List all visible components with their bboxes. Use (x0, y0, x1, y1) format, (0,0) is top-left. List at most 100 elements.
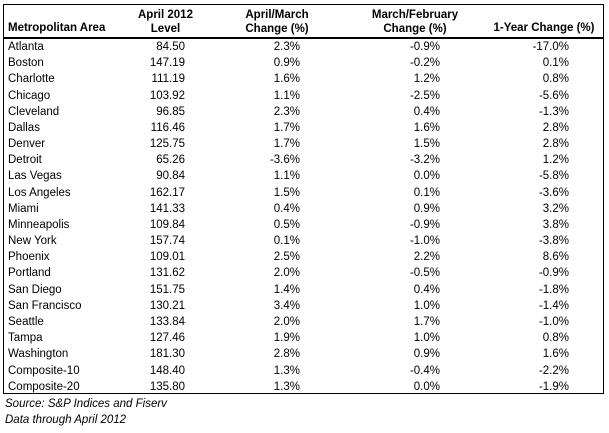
header-line-2: Change (%) (245, 23, 309, 35)
cell-one-year-change: 8.6% (542, 251, 569, 264)
cell-metropolitan-area: Dallas (8, 121, 40, 134)
cell-april-2012-level: 147.19 (149, 57, 185, 70)
cell-march-february-change: 0.9% (413, 348, 440, 361)
home-price-table-frame: Metropolitan Area April 2012 Level April… (3, 4, 604, 394)
cell-april-2012-level: 125.75 (149, 138, 185, 151)
cell-march-february-change: 1.5% (413, 138, 440, 151)
cell-april-march-change: 0.5% (273, 218, 300, 231)
cell-one-year-change: 2.8% (542, 121, 569, 134)
cell-march-february-change: 2.2% (413, 251, 440, 264)
cell-march-february-change: -0.5% (409, 267, 440, 280)
cell-april-march-change: 2.5% (273, 251, 300, 264)
cell-metropolitan-area: Boston (8, 57, 44, 70)
cell-april-march-change: 2.3% (273, 41, 300, 54)
cell-april-march-change: 3.4% (273, 299, 300, 312)
cell-metropolitan-area: Composite-20 (8, 380, 80, 393)
cell-metropolitan-area: Atlanta (8, 41, 44, 54)
cell-march-february-change: 0.0% (413, 170, 440, 183)
table-row: Denver 125.75 1.7% 1.5% 2.8% (4, 136, 603, 152)
cell-one-year-change: 3.2% (542, 202, 569, 215)
header-one-year-change: 1-Year Change (%) (485, 5, 603, 39)
cell-march-february-change: -0.2% (409, 57, 440, 70)
table-row: Phoenix 109.01 2.5% 2.2% 8.6% (4, 249, 603, 265)
cell-one-year-change: 0.8% (542, 73, 569, 86)
header-line-1: April/March (245, 9, 309, 21)
table-row: New York 157.74 0.1% -1.0% -3.8% (4, 233, 603, 249)
cell-april-march-change: 2.3% (273, 105, 300, 118)
cell-one-year-change: -5.8% (538, 170, 569, 183)
cell-april-2012-level: 116.46 (150, 121, 185, 134)
cell-one-year-change: -1.3% (538, 105, 569, 118)
table-header: Metropolitan Area April 2012 Level April… (4, 5, 603, 39)
table-notes: Source: S&P Indices and Fiserv Data thro… (5, 396, 167, 428)
cell-one-year-change: -5.6% (538, 89, 569, 102)
cell-metropolitan-area: Chicago (8, 89, 51, 102)
cell-march-february-change: 0.4% (413, 283, 440, 296)
cell-april-march-change: 0.1% (273, 235, 300, 248)
cell-one-year-change: 0.8% (542, 332, 569, 345)
source-note: Source: S&P Indices and Fiserv (5, 398, 167, 410)
cell-metropolitan-area: San Diego (8, 283, 62, 296)
cell-april-2012-level: 65.26 (156, 154, 185, 167)
cell-march-february-change: -0.9% (409, 218, 440, 231)
cell-april-2012-level: 157.74 (149, 235, 185, 248)
cell-april-2012-level: 131.62 (149, 267, 185, 280)
home-price-table: Metropolitan Area April 2012 Level April… (4, 5, 603, 395)
cell-metropolitan-area: New York (8, 235, 57, 248)
table-row: Detroit 65.26 -3.6% -3.2% 1.2% (4, 152, 603, 168)
table-row: Composite-20 135.80 1.3% 0.0% -1.9% (4, 379, 603, 395)
cell-april-march-change: 1.1% (273, 170, 300, 183)
cell-one-year-change: -1.8% (538, 283, 569, 296)
cell-metropolitan-area: Minneapolis (8, 218, 70, 231)
cell-april-2012-level: 148.40 (149, 364, 185, 377)
cell-april-2012-level: 141.33 (149, 202, 185, 215)
cell-one-year-change: -0.9% (538, 267, 569, 280)
cell-metropolitan-area: Phoenix (8, 251, 50, 264)
cell-march-february-change: -1.0% (409, 235, 440, 248)
table-row: Los Angeles 162.17 1.5% 0.1% -3.6% (4, 185, 603, 201)
cell-metropolitan-area: Seattle (8, 316, 44, 328)
cell-april-2012-level: 109.84 (149, 218, 185, 231)
cell-metropolitan-area: Tampa (8, 332, 43, 345)
cell-march-february-change: 1.6% (413, 121, 440, 134)
table-row: Composite-10 148.40 1.3% -0.4% -2.2% (4, 362, 603, 378)
cell-april-march-change: 2.0% (273, 267, 300, 280)
cell-metropolitan-area: Los Angeles (8, 186, 71, 199)
cell-april-2012-level: 151.75 (149, 283, 185, 296)
cell-april-march-change: 1.3% (273, 364, 300, 377)
table-row: Las Vegas 90.84 1.1% 0.0% -5.8% (4, 168, 603, 184)
table-row: Seattle 133.84 2.0% 1.7% -1.0% (4, 314, 603, 330)
cell-april-march-change: 1.9% (273, 332, 300, 345)
table-row: Portland 131.62 2.0% -0.5% -0.9% (4, 265, 603, 281)
cell-march-february-change: 1.0% (413, 299, 440, 312)
table-row: Boston 147.19 0.9% -0.2% 0.1% (4, 55, 603, 71)
cell-april-2012-level: 111.19 (151, 73, 185, 86)
cell-april-2012-level: 103.92 (149, 89, 185, 102)
cell-one-year-change: -3.8% (538, 235, 569, 248)
cell-one-year-change: 0.1% (542, 57, 569, 70)
cell-april-2012-level: 96.85 (156, 105, 185, 118)
cell-april-march-change: 1.7% (273, 138, 300, 151)
cell-april-march-change: 2.8% (273, 348, 300, 361)
header-april-march-change: April/March Change (%) (209, 5, 345, 39)
cell-april-march-change: 1.5% (273, 186, 300, 199)
table-row: Atlanta 84.50 2.3% -0.9% -17.0% (4, 38, 603, 55)
cell-march-february-change: -0.9% (409, 41, 440, 54)
table-row: San Francisco 130.21 3.4% 1.0% -1.4% (4, 298, 603, 314)
table-row: Cleveland 96.85 2.3% 0.4% -1.3% (4, 104, 603, 120)
table-row: Dallas 116.46 1.7% 1.6% 2.8% (4, 120, 603, 136)
table-row: San Diego 151.75 1.4% 0.4% -1.8% (4, 282, 603, 298)
header-line-2: Change (%) (383, 23, 447, 35)
cell-march-february-change: -0.4% (409, 364, 440, 377)
header-line-1: March/February (371, 9, 459, 21)
cell-one-year-change: 1.2% (542, 154, 569, 167)
cell-metropolitan-area: Denver (8, 138, 46, 151)
cell-march-february-change: -3.2% (409, 154, 440, 167)
table-row: Chicago 103.92 1.1% -2.5% -5.6% (4, 88, 603, 104)
cell-march-february-change: 0.9% (413, 202, 440, 215)
table-row: Tampa 127.46 1.9% 1.0% 0.8% (4, 330, 603, 346)
cell-april-march-change: 1.6% (273, 73, 300, 86)
header-line-1: April 2012 (138, 9, 193, 21)
cell-april-2012-level: 84.50 (156, 41, 185, 54)
header-row: Metropolitan Area April 2012 Level April… (4, 5, 603, 39)
